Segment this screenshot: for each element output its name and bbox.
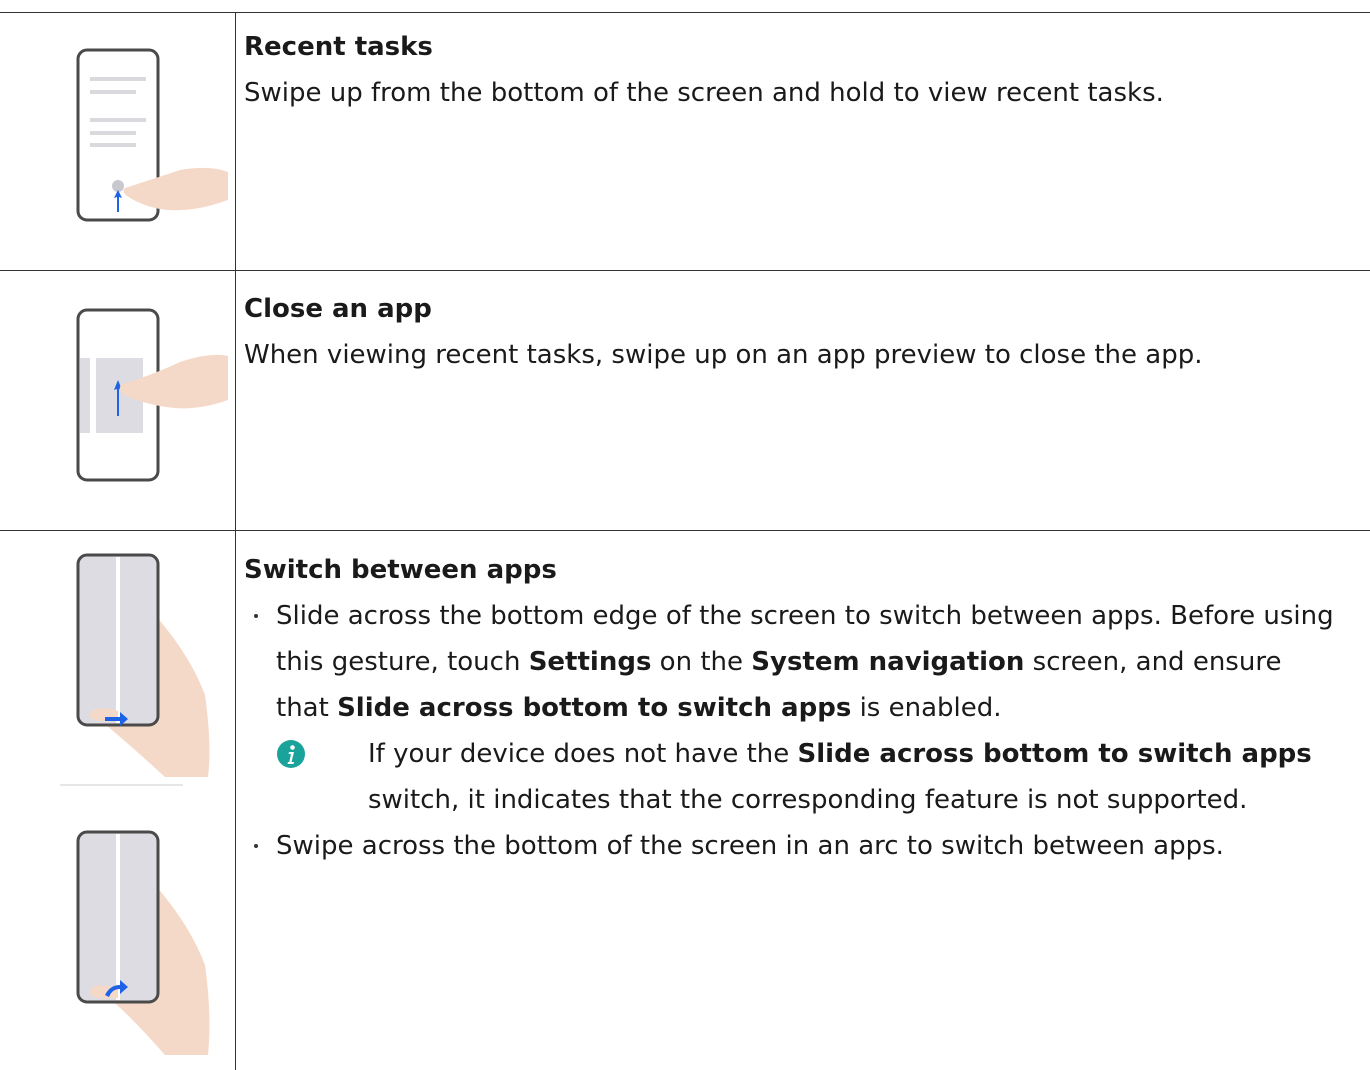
text-run: on the [651, 647, 752, 677]
text-run: is enabled. [851, 693, 1002, 723]
info-icon [277, 740, 305, 768]
row-divider [0, 530, 1370, 531]
note: If your device does not have the Slide a… [276, 731, 1334, 823]
bold-text: Slide across bottom to switch apps [337, 693, 852, 723]
bold-text: System navigation [751, 647, 1025, 677]
text-run: Swipe across the bottom of the screen in… [276, 831, 1224, 861]
text-run: screen, and ensure that [276, 647, 1282, 723]
row-3-text: Switch between apps Slide across the bot… [244, 547, 1334, 869]
text-run: If your device does not have the [368, 739, 798, 769]
row-text: When viewing recent tasks, swipe up on a… [244, 340, 1203, 370]
close-app-illustration [76, 308, 228, 482]
bold-text: Settings [528, 647, 652, 677]
row-text: Swipe up from the bottom of the screen a… [244, 78, 1164, 108]
row-1-text: Recent tasks Swipe up from the bottom of… [244, 24, 1359, 116]
row-2-text: Close an app When viewing recent tasks, … [244, 286, 1359, 378]
row-divider [0, 270, 1370, 271]
table-border [0, 12, 1370, 13]
column-divider [235, 12, 236, 1070]
text-run: switch, it indicates that the correspond… [368, 785, 1248, 815]
switch-apps-illustration [60, 553, 210, 1055]
bullet-item: Swipe across the bottom of the screen in… [244, 823, 1334, 869]
recent-tasks-illustration [76, 48, 228, 222]
row-title: Recent tasks [244, 32, 433, 62]
bold-text: Slide across bottom to switch apps [797, 739, 1312, 769]
row-title: Switch between apps [244, 555, 557, 585]
text-run: Slide across the bottom edge of the scre… [276, 601, 1334, 677]
row-title: Close an app [244, 294, 432, 324]
bullet-item: Slide across the bottom edge of the scre… [244, 593, 1334, 823]
